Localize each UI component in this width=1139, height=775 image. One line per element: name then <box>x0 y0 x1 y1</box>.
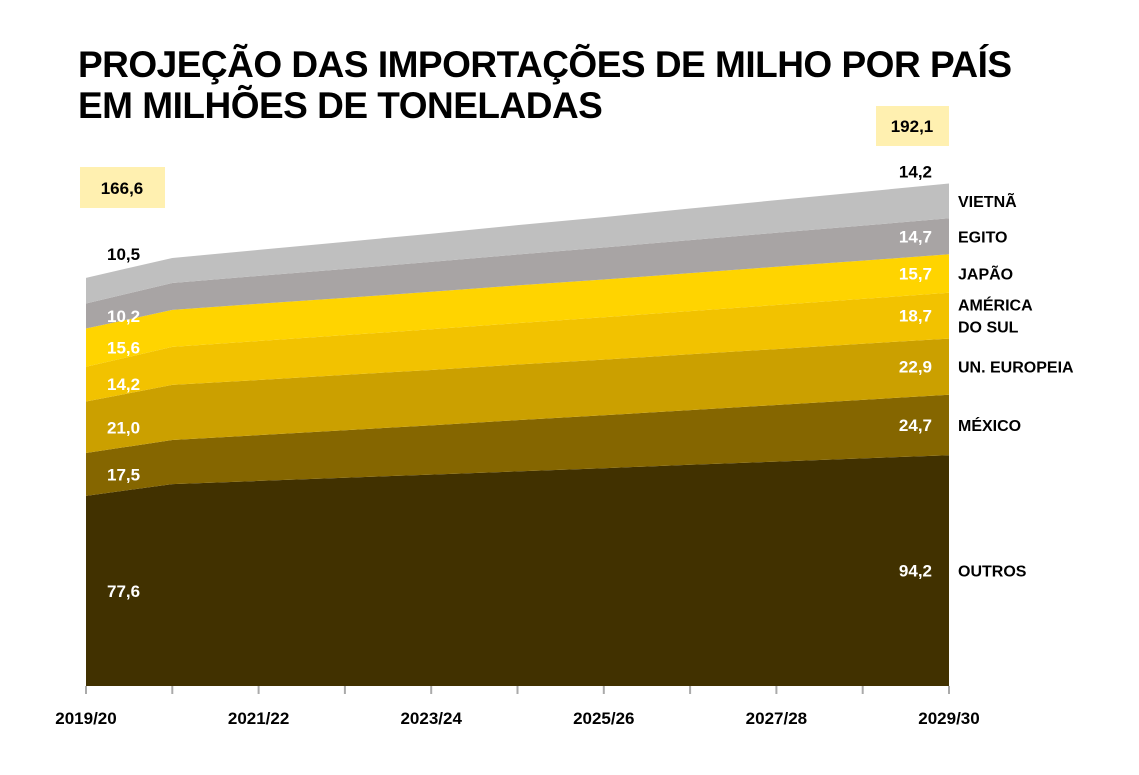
series-label: DO SUL <box>958 320 1019 337</box>
start-value-label: 10,5 <box>107 245 140 264</box>
series-label: VIETNÃ <box>958 191 1017 211</box>
title-line-1: PROJEÇÃO DAS IMPORTAÇÕES DE MILHO POR PA… <box>78 44 1012 85</box>
x-tick-label: 2029/30 <box>918 709 979 728</box>
end-value-label: 15,7 <box>899 265 932 284</box>
title-line-2: EM MILHÕES DE TONELADAS <box>78 85 603 126</box>
series-label: JAPÃO <box>958 264 1013 284</box>
start-value-label: 10,2 <box>107 307 140 326</box>
total-label-end: 192,1 <box>891 117 934 136</box>
series-label: UN. EUROPEIA <box>958 360 1074 377</box>
start-value-label: 14,2 <box>107 375 140 394</box>
x-tick-label: 2021/22 <box>228 709 289 728</box>
start-value-label: 17,5 <box>107 465 140 484</box>
x-tick-label: 2025/26 <box>573 709 634 728</box>
series-label: AMÉRICA <box>958 296 1033 315</box>
x-tick-label: 2019/20 <box>55 709 116 728</box>
series-label: MÉXICO <box>958 416 1021 435</box>
end-value-label: 18,7 <box>899 307 932 326</box>
series-label: OUTROS <box>958 564 1027 581</box>
series-label: EGITO <box>958 229 1008 246</box>
area-m-xico <box>86 394 949 496</box>
total-label-start: 166,6 <box>101 179 144 198</box>
end-value-label: 22,9 <box>899 358 932 377</box>
area-un-europeia <box>86 338 949 454</box>
chart-title: PROJEÇÃO DAS IMPORTAÇÕES DE MILHO POR PA… <box>78 44 1012 126</box>
start-value-label: 15,6 <box>107 339 140 358</box>
area-vietn- <box>86 183 949 304</box>
start-value-label: 21,0 <box>107 418 140 437</box>
area-am-rica-do-sul <box>86 292 949 402</box>
x-tick-label: 2023/24 <box>400 709 462 728</box>
end-value-label: 94,2 <box>899 562 932 581</box>
area-outros <box>86 455 949 686</box>
start-value-label: 77,6 <box>107 582 140 601</box>
x-tick-label: 2027/28 <box>746 709 807 728</box>
end-value-label: 24,7 <box>899 416 932 435</box>
total-box-end <box>876 106 949 146</box>
area-jap-o <box>86 254 949 367</box>
area-egito <box>86 218 949 329</box>
total-box-start <box>80 167 165 208</box>
end-value-label: 14,7 <box>899 227 932 246</box>
end-value-label: 14,2 <box>899 163 932 182</box>
